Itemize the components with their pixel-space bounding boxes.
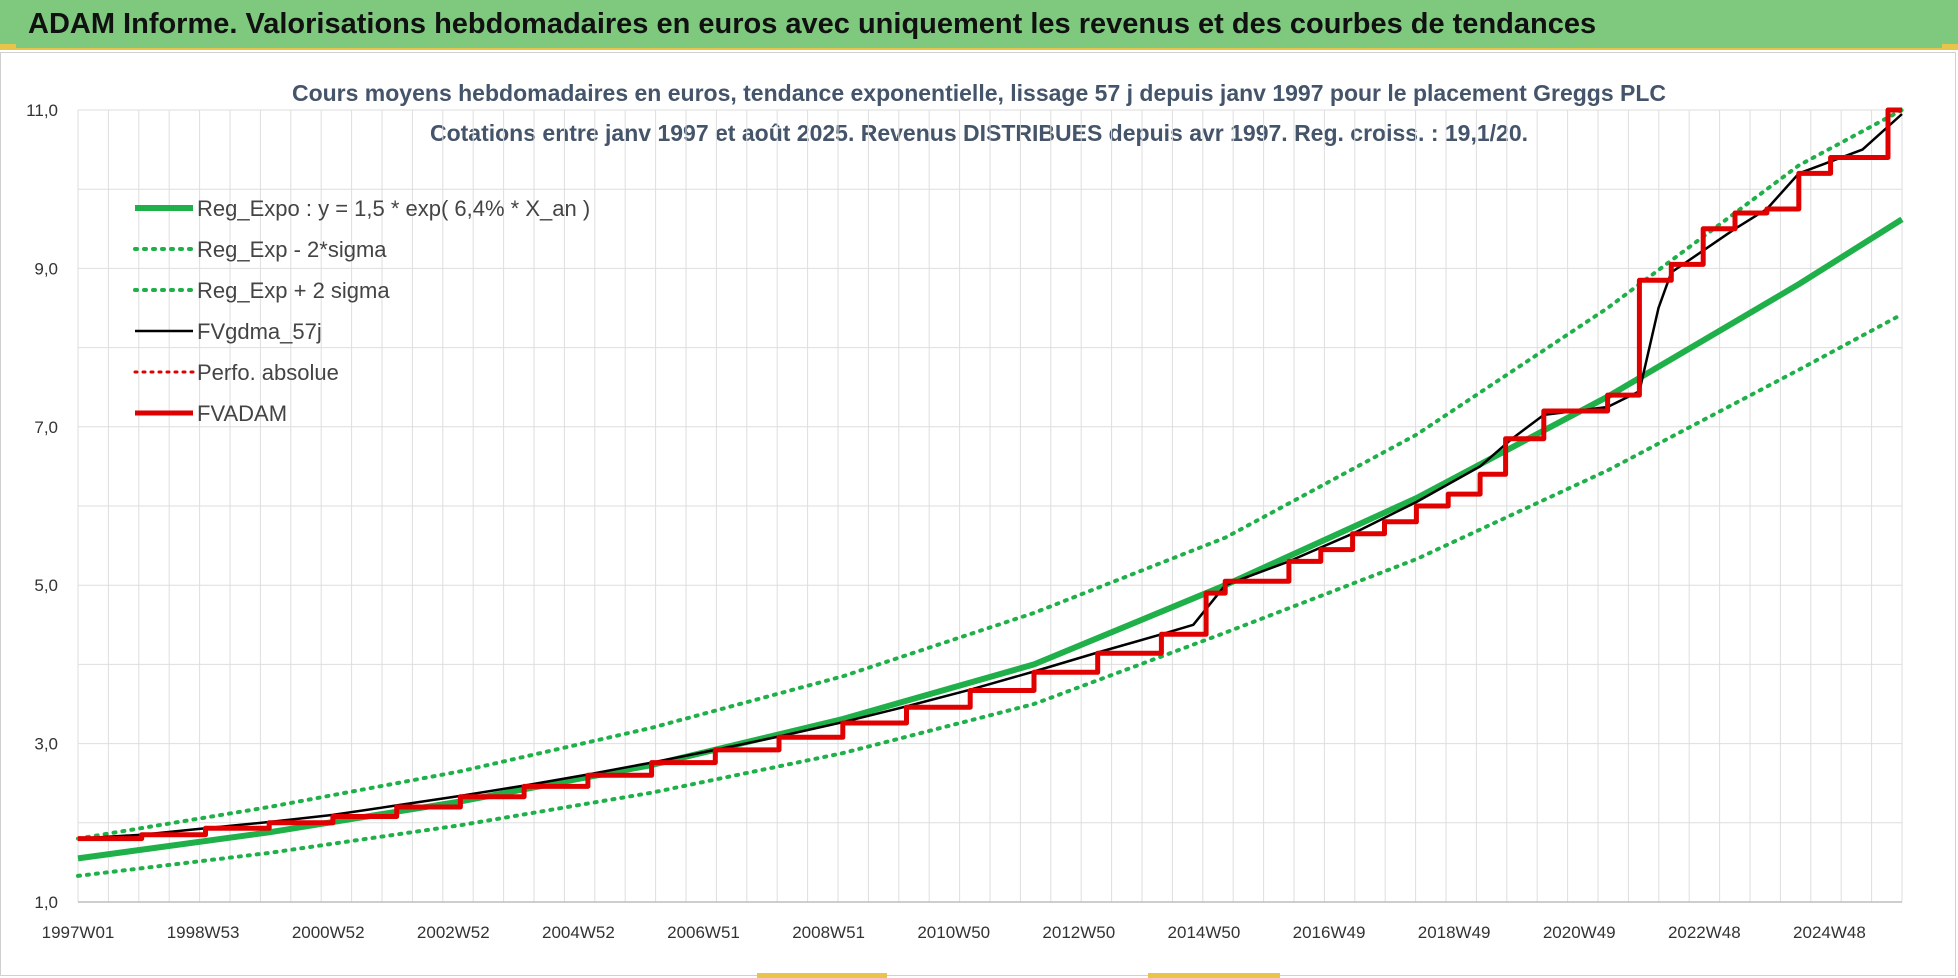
legend-label: Reg_Expo : y = 1,5 * exp( 6,4% * X_an ) xyxy=(197,196,590,221)
y-axis: 1,0 3,0 5,0 7,0 9,0 11,0 xyxy=(26,101,58,912)
legend-label: FVADAM xyxy=(197,401,287,426)
legend-label: Perfo. absolue xyxy=(197,360,339,385)
x-tick-label: 2006W51 xyxy=(667,923,740,942)
y-tick-label: 7,0 xyxy=(34,418,58,437)
y-tick-label: 5,0 xyxy=(34,576,58,595)
legend-label: Reg_Exp - 2*sigma xyxy=(197,237,387,262)
header-bar: ADAM Informe. Valorisations hebdomadaire… xyxy=(0,0,1958,50)
y-tick-label: 9,0 xyxy=(34,259,58,278)
legend: Reg_Expo : y = 1,5 * exp( 6,4% * X_an ) R… xyxy=(133,196,590,426)
grid xyxy=(77,109,1903,903)
corner-mark xyxy=(0,44,16,50)
y-tick-label: 3,0 xyxy=(34,735,58,754)
y-tick-label: 11,0 xyxy=(26,101,58,120)
series-line xyxy=(76,312,1904,878)
x-tick-label: 1998W53 xyxy=(167,923,240,942)
bottom-mark xyxy=(757,973,887,978)
x-tick-label: 2008W51 xyxy=(792,923,865,942)
x-tick-label: 2014W50 xyxy=(1168,923,1241,942)
bottom-mark xyxy=(1148,973,1280,978)
x-tick-label: 2022W48 xyxy=(1668,923,1741,942)
x-tick-label: 1997W01 xyxy=(42,923,115,942)
x-tick-label: 2024W48 xyxy=(1793,923,1866,942)
series-line xyxy=(78,107,1902,842)
x-tick-label: 2004W52 xyxy=(542,923,615,942)
x-tick-label: 2016W49 xyxy=(1293,923,1366,942)
x-tick-label: 2000W52 xyxy=(292,923,365,942)
series-line xyxy=(76,108,1904,841)
x-axis: 1997W01 1998W53 2000W52 2002W52 2004W52 2006W… xyxy=(42,923,1866,942)
x-tick-label: 2020W49 xyxy=(1543,923,1616,942)
y-tick-label: 1,0 xyxy=(34,893,58,912)
app-title: ADAM Informe. Valorisations hebdomadaire… xyxy=(28,8,1597,40)
legend-label: FVgdma_57j xyxy=(197,319,322,344)
chart-frame xyxy=(0,52,1956,976)
x-tick-label: 2002W52 xyxy=(417,923,490,942)
legend-label: Reg_Exp + 2 sigma xyxy=(197,278,390,303)
x-tick-label: 2018W49 xyxy=(1418,923,1491,942)
x-tick-label: 2010W50 xyxy=(917,923,990,942)
series-group xyxy=(76,107,1904,878)
chart-title: Cours moyens hebdomadaires en euros, ten… xyxy=(291,80,1667,106)
chart-subtitle: Cotations entre janv 1997 et août 2025. … xyxy=(429,120,1529,146)
corner-mark xyxy=(1942,44,1958,50)
x-tick-label: 2012W50 xyxy=(1042,923,1115,942)
